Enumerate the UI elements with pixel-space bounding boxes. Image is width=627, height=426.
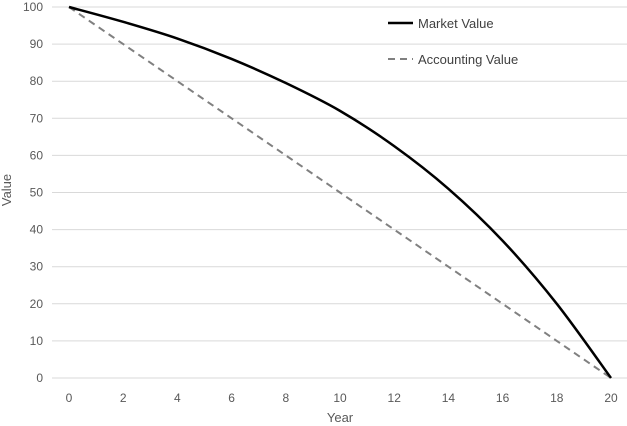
x-tick-label: 6	[228, 391, 235, 405]
y-tick-label: 10	[30, 334, 44, 348]
y-tick-label: 20	[30, 297, 44, 311]
y-tick-label: 80	[30, 74, 44, 88]
legend-label-market-value: Market Value	[418, 16, 494, 31]
y-tick-label: 40	[30, 223, 44, 237]
x-tick-label: 8	[282, 391, 289, 405]
x-tick-label: 18	[550, 391, 564, 405]
legend: Market Value Accounting Value	[388, 16, 518, 67]
y-tick-label: 100	[23, 0, 43, 14]
y-tick-label: 70	[30, 111, 44, 125]
x-axis-title: Year	[327, 410, 354, 425]
x-tick-label: 20	[604, 391, 618, 405]
x-tick-label: 4	[174, 391, 181, 405]
y-axis-title: Value	[0, 174, 14, 206]
series-line-market-value	[68, 5, 613, 379]
series-layer	[68, 5, 613, 379]
y-tick-labels: 0 10 20 30 40 50 60 70 80 90 100	[23, 0, 43, 385]
y-tick-label: 30	[30, 260, 44, 274]
x-tick-label: 10	[333, 391, 347, 405]
series-line-accounting-value	[68, 6, 612, 379]
x-tick-label: 16	[496, 391, 510, 405]
legend-label-accounting-value: Accounting Value	[418, 52, 518, 67]
x-tick-label: 0	[66, 391, 73, 405]
x-tick-label: 12	[388, 391, 402, 405]
x-tick-label: 2	[120, 391, 127, 405]
y-tick-label: 90	[30, 37, 44, 51]
x-tick-labels: 0 2 4 6 8 10 12 14 16 18 20	[66, 391, 618, 405]
y-tick-label: 60	[30, 148, 44, 162]
y-tick-label: 50	[30, 186, 44, 200]
x-tick-label: 14	[442, 391, 456, 405]
y-tick-label: 0	[36, 371, 43, 385]
